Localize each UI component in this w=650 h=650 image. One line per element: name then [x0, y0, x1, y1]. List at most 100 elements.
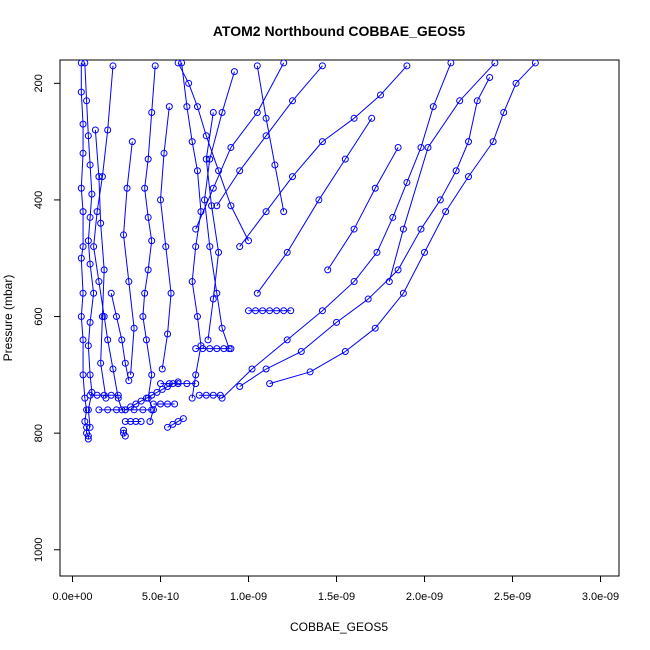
- data-point: [164, 330, 172, 338]
- series-segment: [239, 135, 267, 172]
- data-point: [160, 149, 168, 157]
- data-point: [289, 173, 296, 181]
- y-tick-label: 800: [33, 424, 45, 442]
- series-segment: [84, 62, 88, 101]
- data-point: [148, 108, 156, 116]
- data-point: [121, 406, 129, 414]
- x-tick-label: 2.5e-09: [494, 591, 531, 603]
- series-segment: [402, 147, 429, 230]
- data-point: [283, 248, 291, 256]
- data-point: [429, 103, 437, 111]
- data-point: [121, 417, 129, 425]
- profile-series: [236, 62, 411, 251]
- series-segment: [221, 328, 230, 349]
- data-point: [403, 178, 411, 186]
- data-point: [209, 184, 217, 192]
- data-point: [394, 143, 402, 151]
- series-segment: [144, 269, 149, 294]
- data-point: [204, 336, 212, 344]
- series-segment: [492, 112, 505, 142]
- series-segment: [439, 170, 457, 201]
- profile-series: [157, 103, 175, 373]
- data-point: [157, 400, 164, 408]
- data-point: [153, 388, 161, 396]
- profile-series: [120, 138, 138, 379]
- data-point: [144, 213, 152, 221]
- series-segment: [256, 62, 285, 113]
- series-segment: [300, 321, 337, 352]
- data-point: [132, 417, 140, 425]
- series-segment: [230, 112, 258, 148]
- x-tick-label: 2.0e-09: [406, 591, 443, 603]
- x-tick-label: 0.0e+00: [52, 591, 92, 603]
- data-point: [500, 108, 508, 116]
- series-segment: [107, 65, 114, 131]
- data-point: [167, 289, 175, 297]
- data-point: [373, 248, 381, 256]
- data-point: [489, 138, 497, 146]
- chart-title: ATOM2 Northbound COBBAE_GEOS5: [213, 23, 465, 39]
- series-segment: [145, 339, 153, 375]
- series-segment: [476, 77, 491, 102]
- profile-series: [324, 143, 402, 274]
- data-point: [208, 202, 216, 210]
- profile-series: [201, 68, 238, 353]
- data-point: [84, 237, 92, 245]
- data-point: [128, 138, 136, 146]
- series-segment: [322, 117, 355, 143]
- data-point: [146, 417, 154, 425]
- data-point: [262, 365, 270, 373]
- data-point: [202, 132, 210, 140]
- series-segment: [93, 211, 98, 247]
- data-point: [188, 138, 196, 146]
- data-point: [95, 278, 103, 286]
- plot-area: [77, 60, 539, 443]
- series-segment: [397, 228, 422, 271]
- data-point: [252, 307, 260, 315]
- series-segment: [130, 328, 135, 375]
- profile-series: [77, 60, 92, 443]
- data-point: [206, 345, 214, 353]
- data-point: [192, 225, 200, 233]
- series-segment: [353, 188, 376, 230]
- series-segment: [87, 240, 91, 265]
- data-point: [262, 208, 270, 216]
- data-point: [193, 167, 201, 175]
- data-point: [209, 391, 217, 399]
- series-segment: [89, 264, 95, 294]
- data-point: [79, 149, 87, 157]
- series-segment: [322, 281, 355, 312]
- series-segment: [98, 281, 105, 317]
- series-segment: [420, 199, 441, 230]
- data-point: [297, 348, 305, 356]
- data-point: [157, 196, 164, 204]
- data-point: [377, 91, 384, 99]
- series-segment: [123, 188, 128, 235]
- series-segment: [336, 298, 369, 323]
- data-point: [123, 184, 131, 192]
- series-segment: [121, 339, 126, 364]
- data-point: [179, 415, 187, 423]
- data-point: [86, 423, 94, 431]
- data-point: [100, 266, 108, 274]
- series-segment: [515, 62, 536, 84]
- series-segment: [100, 363, 107, 399]
- series-segment: [128, 281, 135, 329]
- series-segment: [142, 293, 146, 317]
- data-point: [84, 132, 92, 140]
- data-point: [174, 380, 182, 388]
- data-point: [465, 173, 472, 181]
- data-point: [202, 391, 210, 399]
- series-segment: [144, 188, 149, 218]
- series-segment: [269, 371, 311, 385]
- data-point: [424, 143, 432, 151]
- series-segment: [151, 65, 156, 113]
- series-segment: [218, 170, 232, 206]
- data-point: [139, 313, 147, 321]
- data-point: [456, 97, 464, 105]
- series-segment: [251, 339, 288, 370]
- data-point: [287, 307, 295, 315]
- series-segment: [107, 339, 114, 370]
- data-point: [141, 184, 149, 192]
- profile-series: [245, 307, 295, 315]
